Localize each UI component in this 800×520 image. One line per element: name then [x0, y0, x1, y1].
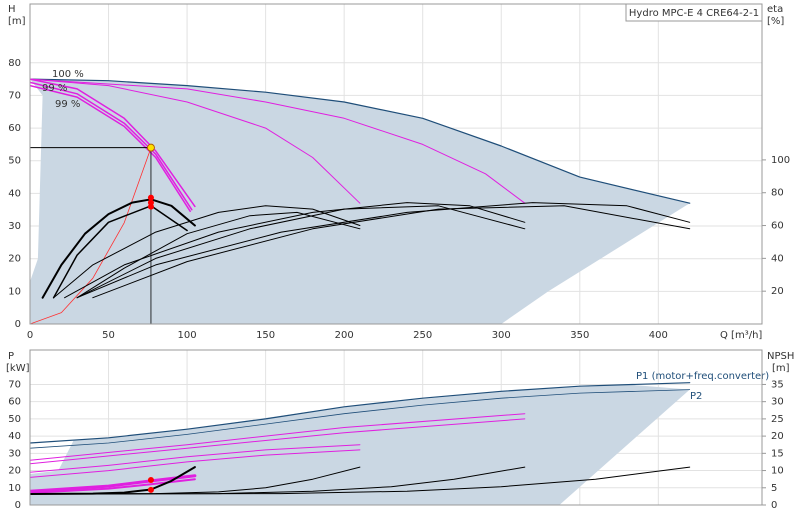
data-point	[146, 143, 155, 152]
y-tick-label: 60	[8, 397, 21, 408]
y2-tick-label: 60	[771, 221, 784, 232]
x-axis-label: Q [m³/h]	[720, 330, 762, 341]
x-tick-label: 200	[335, 330, 354, 341]
curve	[53, 205, 361, 299]
y-tick-label: 60	[8, 123, 21, 134]
data-point	[147, 199, 154, 206]
data-point	[147, 477, 154, 484]
curve-label: 99 %	[55, 99, 80, 110]
y2-tick-label: 15	[771, 448, 784, 459]
y2-tick-label: 80	[771, 188, 784, 199]
plot-area	[30, 4, 762, 324]
chart-title: Hydro MPC-E 4 CRE64-2-1	[629, 8, 759, 19]
y2-tick-label: 35	[771, 379, 784, 390]
x-tick-label: 100	[178, 330, 197, 341]
curve	[92, 205, 691, 299]
curve	[30, 389, 691, 449]
y-axis-label: H	[8, 4, 16, 15]
plot-area	[30, 350, 762, 505]
y-tick-label: 70	[8, 90, 21, 101]
curve-label: 100 %	[52, 69, 84, 80]
y2-tick-label: 5	[771, 483, 777, 494]
plot: P1 (motor+freq.converter)P20102030405060…	[8, 349, 784, 511]
x-tick-label: 50	[102, 330, 115, 341]
title-box	[625, 3, 763, 22]
plot-frame	[29, 3, 763, 325]
operating-range	[30, 79, 690, 324]
curve	[64, 202, 526, 299]
y2-tick-label: 20	[771, 286, 784, 297]
curve	[76, 211, 361, 299]
y-tick-label: 80	[8, 58, 21, 69]
x-tick-label: 150	[256, 330, 275, 341]
y-axis-unit: [kW]	[6, 363, 30, 374]
curve	[30, 84, 191, 213]
y2-axis-unit: [%]	[767, 16, 784, 27]
curve-label: P2	[690, 391, 702, 402]
curve	[30, 81, 193, 211]
y-tick-label: 10	[8, 483, 21, 494]
y2-axis-unit: [m]	[772, 363, 790, 374]
curve	[52, 205, 188, 299]
curve	[30, 466, 691, 495]
y-tick-label: 30	[8, 448, 21, 459]
y2-axis-label: NPSH	[767, 351, 794, 362]
y2-tick-label: 100	[771, 155, 790, 166]
curve	[30, 78, 526, 204]
data-point	[147, 194, 154, 201]
y-tick-label: 50	[8, 414, 21, 425]
y2-axis-label: eta	[767, 4, 783, 15]
y2-tick-label: 0	[771, 500, 777, 511]
y-axis-label: P	[8, 351, 14, 362]
y-tick-label: 30	[8, 221, 21, 232]
curve-label: 99 %	[42, 83, 67, 94]
y2-tick-label: 20	[771, 431, 784, 442]
data-point	[147, 486, 154, 493]
x-tick-label: 350	[570, 330, 589, 341]
y2-tick-label: 10	[771, 466, 784, 477]
y-tick-label: 70	[8, 379, 21, 390]
curve	[30, 478, 196, 494]
y-tick-label: 20	[8, 254, 21, 265]
y-tick-label: 20	[8, 466, 21, 477]
x-tick-label: 400	[649, 330, 668, 341]
curve	[30, 78, 196, 208]
y2-tick-label: 30	[771, 397, 784, 408]
curve	[41, 198, 196, 299]
y2-tick-label: 25	[771, 414, 784, 425]
x-tick-label: 300	[492, 330, 511, 341]
y-tick-label: 40	[8, 188, 21, 199]
data-point	[147, 203, 154, 210]
curve	[30, 444, 361, 473]
y-tick-label: 10	[8, 286, 21, 297]
curve	[30, 418, 526, 465]
curve	[30, 382, 691, 444]
plots: 100 %99 %99 %010203040506070802040608010…	[8, 3, 790, 511]
curve	[30, 474, 197, 493]
x-tick-label: 0	[27, 330, 33, 341]
plot: 100 % 99 % 99 % 0 10 20 30 40 50 60 70 80 20 40 60 80 10…	[8, 3, 790, 341]
curve	[30, 78, 361, 204]
y-tick-label: 40	[8, 431, 21, 442]
curve-label: P1 (motor+freq.converter)	[636, 371, 769, 382]
y-tick-label: 50	[8, 156, 21, 167]
y2-tick-label: 40	[771, 253, 784, 264]
y-tick-label: 0	[15, 319, 21, 330]
curve	[30, 147, 152, 324]
curve	[76, 202, 691, 299]
curve	[76, 205, 526, 299]
curve	[30, 78, 691, 204]
curve	[30, 449, 361, 478]
y-tick-label: 0	[15, 500, 21, 511]
x-tick-label: 250	[413, 330, 432, 341]
curve	[30, 413, 526, 461]
y-axis-unit: [m]	[8, 16, 26, 27]
plot-frame	[29, 349, 763, 506]
